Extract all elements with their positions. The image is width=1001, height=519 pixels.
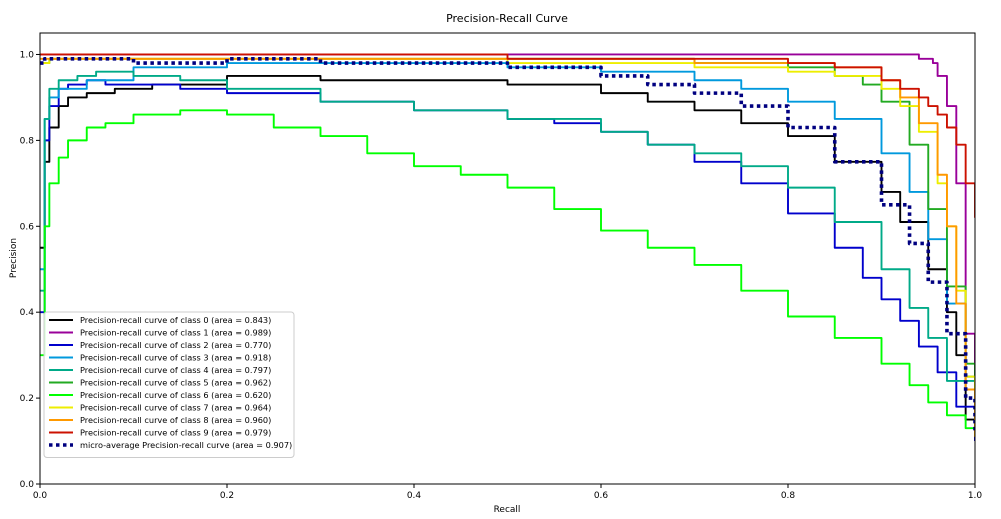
- legend-label-0: Precision-recall curve of class 0 (area …: [80, 315, 271, 325]
- series-line-3: [40, 62, 975, 420]
- y-tick-label-5: 1.0: [20, 50, 35, 60]
- series-line-0: [40, 75, 975, 442]
- x-tick-label-1: 0.2: [220, 491, 234, 501]
- series-line-2: [40, 79, 975, 442]
- legend-label-8: Precision-recall curve of class 8 (area …: [80, 415, 271, 425]
- plot-layer: [40, 53, 975, 442]
- legend: Precision-recall curve of class 0 (area …: [43, 311, 295, 458]
- chart-title: Precision-Recall Curve: [446, 12, 568, 25]
- plot-frame: [39, 32, 976, 485]
- y-tick-label-1: 0.2: [20, 394, 34, 404]
- x-tick-label-5: 1.0: [968, 491, 983, 501]
- legend-label-5: Precision-recall curve of class 5 (area …: [80, 378, 271, 388]
- legend-label-1: Precision-recall curve of class 1 (area …: [80, 328, 271, 338]
- series-line-4: [40, 70, 975, 433]
- legend-label-3: Precision-recall curve of class 3 (area …: [80, 353, 271, 363]
- tick-layer: 0.0 0.2 0.4 0.6 0.8 1.0 0.0 0.2 0.4 0.6 0.8 1.0: [20, 50, 983, 501]
- legend-label-7: Precision-recall curve of class 7 (area …: [80, 403, 271, 413]
- x-tick-label-4: 0.8: [781, 491, 796, 501]
- x-tick-label-0: 0.0: [33, 491, 48, 501]
- x-axis-label: Recall: [494, 505, 521, 515]
- x-tick-label-2: 0.4: [407, 491, 422, 501]
- legend-box: [43, 311, 295, 458]
- legend-label-4: Precision-recall curve of class 4 (area …: [80, 365, 271, 375]
- series-line-6: [40, 109, 975, 437]
- legend-label-9: Precision-recall curve of class 9 (area …: [80, 428, 271, 438]
- legend-label-2: Precision-recall curve of class 2 (area …: [80, 340, 271, 350]
- y-tick-label-4: 0.8: [20, 136, 35, 146]
- frame-layer: [39, 32, 976, 485]
- y-tick-label-3: 0.6: [20, 222, 35, 232]
- legend-label-6: Precision-recall curve of class 6 (area …: [80, 390, 271, 400]
- series-line-9: [40, 53, 975, 218]
- y-tick-label-0: 0.0: [20, 480, 35, 490]
- legend-label-10: micro-average Precision-recall curve (ar…: [80, 440, 292, 450]
- y-axis-label: Precision: [9, 238, 19, 278]
- y-tick-label-2: 0.4: [20, 308, 35, 318]
- x-tick-label-3: 0.6: [594, 491, 609, 501]
